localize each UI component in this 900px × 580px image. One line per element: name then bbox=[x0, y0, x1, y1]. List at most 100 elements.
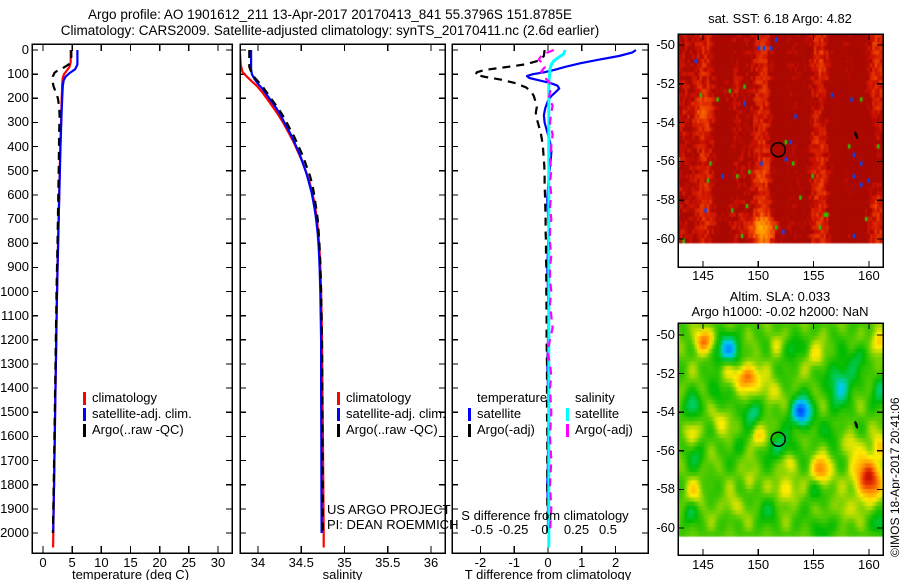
temperature-legend: climatology satellite-adj. clim. Argo(..… bbox=[83, 390, 192, 438]
x-tick-label: 0 bbox=[544, 555, 552, 570]
satellite-adj-line-swatch bbox=[337, 407, 340, 421]
t-difference-axis-label: T difference from climatology bbox=[464, 567, 632, 580]
depth-tick-label: 1300 bbox=[0, 355, 29, 371]
argo-raw-line-swatch bbox=[337, 423, 340, 437]
project-annotation-line2: PI: DEAN ROEMMICH bbox=[327, 517, 459, 532]
argo-raw-line-swatch bbox=[83, 423, 86, 437]
legend-item-s-satellite: satellite bbox=[566, 406, 633, 422]
map-lon-tick-label: 150 bbox=[747, 268, 770, 283]
x-tick-label: 35.5 bbox=[375, 555, 401, 570]
x-tick-label: 20 bbox=[152, 555, 167, 570]
depth-tick-label: 1200 bbox=[0, 331, 29, 347]
depth-tick-label: 500 bbox=[7, 162, 29, 178]
x-tick-label: 15 bbox=[123, 555, 138, 570]
climatology-line-swatch bbox=[337, 391, 340, 405]
x-tick-label: 35 bbox=[337, 555, 352, 570]
t-satellite-line-swatch bbox=[468, 407, 471, 421]
depth-tick-label: 2000 bbox=[0, 525, 29, 540]
legend-item-s-argo: Argo(-adj) bbox=[566, 422, 633, 438]
legend-header-label: salinity bbox=[575, 390, 615, 405]
s-tick-label: 0 bbox=[541, 522, 549, 537]
depth-tick-label: 600 bbox=[7, 186, 29, 202]
difference-legend-temperature: temperature satellite Argo(-adj) bbox=[468, 390, 547, 438]
sst-heatmap bbox=[678, 34, 884, 268]
map-lon-tick-label: 155 bbox=[802, 268, 825, 283]
temperature-axis-label: temperature (deg C) bbox=[71, 567, 190, 580]
depth-tick-label: 1100 bbox=[1, 307, 29, 323]
depth-tick-label: 0 bbox=[21, 42, 29, 57]
climatology-line-swatch bbox=[83, 391, 86, 405]
depth-tick-label: 1600 bbox=[0, 428, 29, 444]
map-lat-tick-label: -56 bbox=[656, 153, 675, 169]
map-lat-tick-label: -54 bbox=[656, 114, 675, 130]
s-tick-label: 0.25 bbox=[563, 522, 590, 537]
legend-label: Argo(-adj) bbox=[477, 422, 535, 437]
legend-item-t-satellite: satellite bbox=[468, 406, 547, 422]
map-lat-tick-label: -52 bbox=[656, 75, 675, 91]
x-tick-label: 1 bbox=[578, 555, 586, 570]
project-annotation-line1: US ARGO PROJECT bbox=[327, 502, 451, 517]
x-tick-label: -2 bbox=[474, 555, 487, 570]
depth-tick-label: 1000 bbox=[0, 283, 29, 299]
depth-tick-label: 400 bbox=[7, 138, 29, 154]
x-tick-label: 30 bbox=[210, 555, 226, 570]
depth-tick-label: 800 bbox=[7, 235, 29, 251]
depth-tick-label: 900 bbox=[7, 259, 29, 275]
map-lat-tick-label: -60 bbox=[656, 520, 675, 535]
s-satellite-line-swatch bbox=[566, 407, 569, 421]
map-lat-tick-label: -50 bbox=[656, 327, 675, 342]
depth-tick-label: 1500 bbox=[0, 404, 29, 420]
legend-item-argo-raw: Argo(..raw -QC) bbox=[337, 422, 446, 438]
difference-panel bbox=[451, 43, 649, 554]
legend-item-climatology: climatology bbox=[337, 390, 446, 406]
legend-item-climatology: climatology bbox=[83, 390, 192, 406]
legend-item-satellite-adj: satellite-adj. clim. bbox=[83, 406, 192, 422]
legend-label: satellite bbox=[477, 406, 522, 421]
legend-header-label: temperature bbox=[477, 390, 548, 405]
sst-map-title: sat. SST: 6.18 Argo: 4.82 bbox=[708, 11, 852, 26]
figure-title: Argo profile: AO 1901612_211 13-Apr-2017… bbox=[88, 7, 572, 22]
x-tick-label: -1 bbox=[508, 555, 520, 570]
map-lat-tick-label: -54 bbox=[656, 404, 675, 420]
legend-item-t-argo: Argo(-adj) bbox=[468, 422, 547, 438]
legend-label: Argo(..raw -QC) bbox=[346, 422, 438, 437]
sla-heatmap bbox=[678, 323, 884, 556]
legend-header-salinity: salinity bbox=[566, 390, 633, 406]
map-lat-tick-label: -52 bbox=[656, 365, 675, 381]
depth-tick-label: 100 bbox=[7, 66, 29, 82]
x-tick-label: 2 bbox=[611, 555, 620, 570]
map-lon-tick-label: 160 bbox=[858, 268, 880, 283]
legend-label: climatology bbox=[92, 390, 158, 405]
x-tick-label: 0 bbox=[39, 555, 47, 570]
s-tick-label: -0.5 bbox=[470, 522, 494, 537]
satellite-adj-line-swatch bbox=[83, 407, 86, 421]
map-lat-tick-label: -58 bbox=[656, 192, 675, 208]
legend-item-satellite-adj: satellite-adj. clim. bbox=[337, 406, 446, 422]
legend-label: Argo(-adj) bbox=[575, 422, 633, 437]
t-argo-line-swatch bbox=[468, 423, 471, 437]
map-lat-tick-label: -56 bbox=[656, 442, 675, 458]
map-lon-tick-label: 155 bbox=[802, 557, 825, 572]
sla-map-title-line1: Altim. SLA: 0.033 bbox=[729, 289, 831, 304]
depth-tick-label: 1700 bbox=[0, 452, 29, 468]
s-tick-label: 0.5 bbox=[598, 522, 618, 537]
copyright-text: ©IMOS 18-Apr-2017 20:41:06 bbox=[888, 397, 900, 557]
map-lat-tick-label: -58 bbox=[656, 481, 675, 497]
salinity-axis-label: salinity bbox=[322, 567, 363, 580]
legend-label: satellite-adj. clim. bbox=[346, 406, 446, 421]
project-annotation: US ARGO PROJECT PI: DEAN ROEMMICH bbox=[327, 502, 458, 532]
depth-tick-label: 1800 bbox=[0, 476, 29, 492]
difference-legend-salinity: salinity satellite Argo(-adj) bbox=[566, 390, 633, 438]
temperature-panel bbox=[31, 43, 233, 554]
x-tick-label: 34.5 bbox=[288, 555, 314, 570]
salinity-legend: climatology satellite-adj. clim. Argo(..… bbox=[337, 390, 446, 438]
legend-label: satellite bbox=[575, 406, 620, 421]
legend-item-argo-raw: Argo(..raw -QC) bbox=[83, 422, 192, 438]
legend-label: Argo(..raw -QC) bbox=[92, 422, 184, 437]
x-tick-label: 34 bbox=[250, 555, 266, 570]
depth-tick-label: 700 bbox=[7, 211, 29, 227]
map-lon-tick-label: 160 bbox=[858, 557, 880, 572]
s-difference-axis-label: S difference from climatology bbox=[461, 508, 629, 523]
s-argo-line-swatch bbox=[566, 423, 569, 437]
map-lat-tick-label: -50 bbox=[656, 37, 675, 52]
